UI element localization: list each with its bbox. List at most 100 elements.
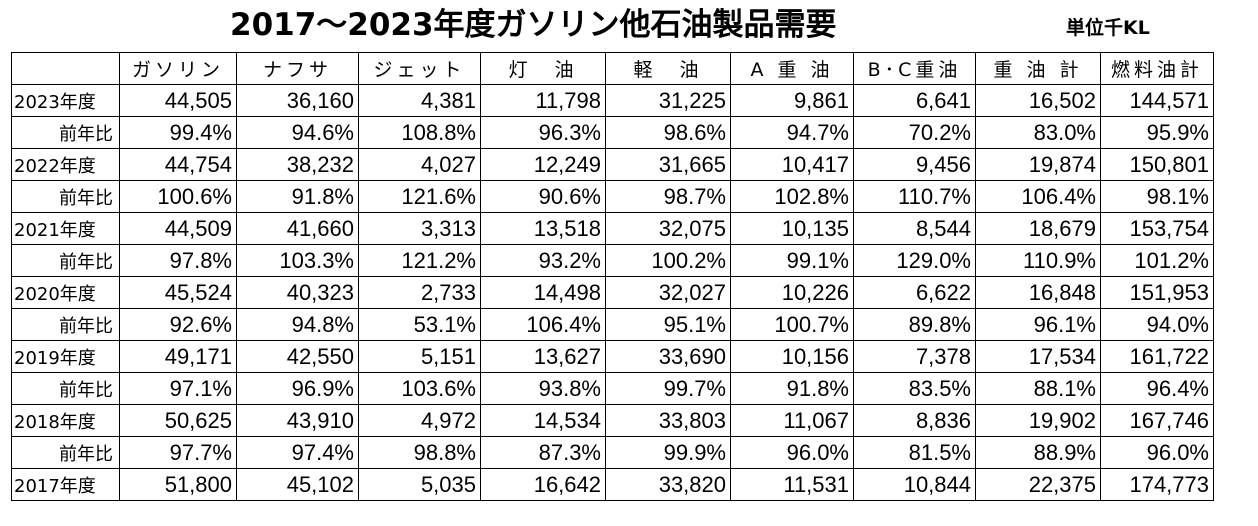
table-cell: 8,544: [853, 212, 976, 245]
table-cell: 33,820: [605, 468, 731, 501]
table-cell: 44,505: [119, 84, 237, 117]
table-cell: 90.6%: [480, 180, 606, 213]
table-row-year: 2020年度 45,524 40,323 2,733 14,498 32,027 10,22…: [11, 276, 1214, 309]
col-header-fuel-oil-total: 燃料油計: [1100, 52, 1214, 85]
table-cell: 5,035: [358, 468, 481, 501]
table-cell: 153,754: [1100, 212, 1214, 245]
table-cell: 12,249: [480, 148, 606, 181]
table-cell: 92.6%: [119, 308, 237, 341]
table-cell: 100.6%: [119, 180, 237, 213]
table-row-year: 2022年度 44,754 38,232 4,027 12,249 31,665 10,41…: [11, 148, 1214, 181]
table-cell: 91.8%: [236, 180, 359, 213]
table-cell: 102.8%: [730, 180, 854, 213]
table-cell: 83.0%: [975, 116, 1101, 149]
table-cell: 33,690: [605, 340, 731, 373]
table-cell: 97.8%: [119, 244, 237, 277]
table-cell: 121.6%: [358, 180, 481, 213]
row-label: 2019年度: [11, 340, 120, 373]
table-cell: 93.2%: [480, 244, 606, 277]
table-cell: 19,902: [975, 404, 1101, 437]
table-cell: 36,160: [236, 84, 359, 117]
table-row-ratio: 前年比 92.6% 94.8% 53.1% 106.4% 95.1% 100.7% 89.8%…: [11, 308, 1214, 341]
table-cell: 14,498: [480, 276, 606, 309]
table-cell: 91.8%: [730, 372, 854, 405]
table-cell: 94.8%: [236, 308, 359, 341]
table-cell: 42,550: [236, 340, 359, 373]
table-cell: 88.9%: [975, 436, 1101, 469]
row-label: 2022年度: [11, 148, 120, 181]
row-label: 2023年度: [11, 84, 120, 117]
table-row-ratio: 前年比 97.8% 103.3% 121.2% 93.2% 100.2% 99.1% 129.…: [11, 244, 1214, 277]
table-cell: 13,627: [480, 340, 606, 373]
table-cell: 10,844: [853, 468, 976, 501]
table-cell: 49,171: [119, 340, 237, 373]
row-label: 2017年度: [11, 468, 120, 501]
table-cell: 89.8%: [853, 308, 976, 341]
table-cell: 8,836: [853, 404, 976, 437]
table-cell: 94.0%: [1100, 308, 1214, 341]
table-row-year: 2017年度 51,800 45,102 5,035 16,642 33,820 11,53…: [11, 468, 1214, 501]
table-cell: 16,502: [975, 84, 1101, 117]
table-cell: 95.9%: [1100, 116, 1214, 149]
table-cell: 7,378: [853, 340, 976, 373]
table-body: 2023年度 44,505 36,160 4,381 11,798 31,225 9,861…: [11, 84, 1214, 501]
col-header-a-heavy-oil: A 重 油: [730, 52, 854, 85]
table-cell: 87.3%: [480, 436, 606, 469]
table-cell: 11,531: [730, 468, 854, 501]
table-cell: 32,027: [605, 276, 731, 309]
table-cell: 97.4%: [236, 436, 359, 469]
table-cell: 96.0%: [1100, 436, 1214, 469]
table-cell: 97.1%: [119, 372, 237, 405]
col-header-diesel: 軽 油: [605, 52, 731, 85]
table-cell: 98.7%: [605, 180, 731, 213]
table-cell: 99.9%: [605, 436, 731, 469]
table-cell: 38,232: [236, 148, 359, 181]
table-cell: 96.0%: [730, 436, 854, 469]
table-row-ratio: 前年比 99.4% 94.6% 108.8% 96.3% 98.6% 94.7% 70.2% 8…: [11, 116, 1214, 149]
table-cell: 174,773: [1100, 468, 1214, 501]
table-cell: 16,848: [975, 276, 1101, 309]
table-row-ratio: 前年比 100.6% 91.8% 121.6% 90.6% 98.7% 102.8% 110.…: [11, 180, 1214, 213]
table-cell: 98.1%: [1100, 180, 1214, 213]
col-header-heavy-oil-total: 重 油 計: [975, 52, 1101, 85]
table-cell: 16,642: [480, 468, 606, 501]
table-cell: 10,417: [730, 148, 854, 181]
table-cell: 18,679: [975, 212, 1101, 245]
table-cell: 31,225: [605, 84, 731, 117]
table-cell: 151,953: [1100, 276, 1214, 309]
col-header-bc-heavy-oil: B･C重油: [853, 52, 976, 85]
table-row-ratio: 前年比 97.1% 96.9% 103.6% 93.8% 99.7% 91.8% 83.5% 8…: [11, 372, 1214, 405]
table-cell: 10,135: [730, 212, 854, 245]
row-label: 前年比: [11, 180, 120, 213]
table-cell: 100.7%: [730, 308, 854, 341]
table-cell: 17,534: [975, 340, 1101, 373]
table-cell: 121.2%: [358, 244, 481, 277]
table-cell: 45,524: [119, 276, 237, 309]
table-cell: 4,972: [358, 404, 481, 437]
table-cell: 108.8%: [358, 116, 481, 149]
row-label: 2021年度: [11, 212, 120, 245]
table-cell: 101.2%: [1100, 244, 1214, 277]
table-cell: 31,665: [605, 148, 731, 181]
page-title: 2017～2023年度ガソリン他石油製品需要: [230, 7, 837, 43]
unit-label: 単位千KL: [1066, 17, 1150, 39]
table-cell: 50,625: [119, 404, 237, 437]
table-cell: 40,323: [236, 276, 359, 309]
table-cell: 10,156: [730, 340, 854, 373]
row-label: 2020年度: [11, 276, 120, 309]
table-cell: 32,075: [605, 212, 731, 245]
table-cell: 98.8%: [358, 436, 481, 469]
table-cell: 150,801: [1100, 148, 1214, 181]
col-header-gasoline: ガソリン: [119, 52, 237, 85]
table-cell: 96.3%: [480, 116, 606, 149]
table-cell: 4,381: [358, 84, 481, 117]
table-cell: 70.2%: [853, 116, 976, 149]
table-cell: 94.6%: [236, 116, 359, 149]
table-row-year: 2021年度 44,509 41,660 3,313 13,518 32,075 10,13…: [11, 212, 1214, 245]
table-cell: 110.9%: [975, 244, 1101, 277]
table-cell: 103.6%: [358, 372, 481, 405]
table-cell: 43,910: [236, 404, 359, 437]
table-cell: 11,067: [730, 404, 854, 437]
